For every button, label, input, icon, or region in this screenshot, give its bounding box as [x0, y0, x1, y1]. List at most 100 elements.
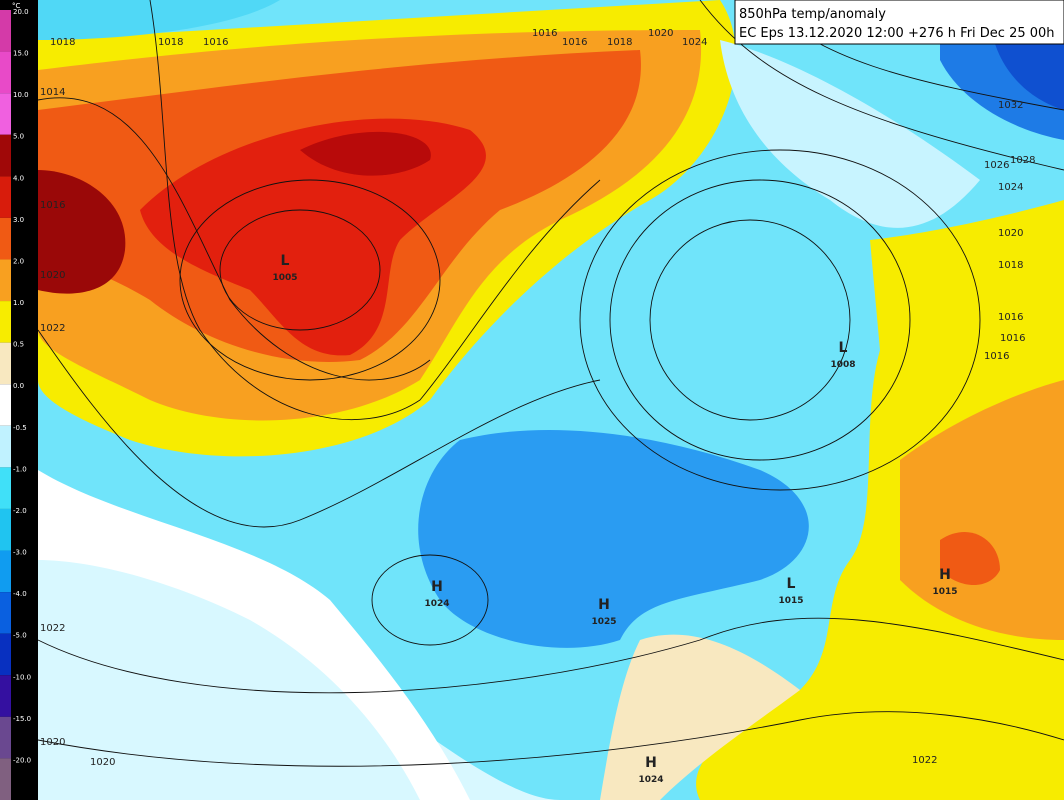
pressure-symbol: H	[431, 579, 443, 595]
isobar	[149, 0, 601, 420]
cold-cyan	[38, 0, 280, 40]
legend-swatch	[0, 259, 11, 302]
isobar	[37, 329, 601, 528]
isobar-label: 1020	[648, 28, 673, 39]
pressure-value: 1005	[272, 273, 297, 283]
warm-dark-red	[300, 131, 431, 176]
pressure-symbol: L	[281, 253, 290, 269]
isobar	[579, 149, 981, 491]
isobar	[609, 179, 911, 461]
legend-swatch	[0, 508, 11, 551]
pressure-symbol: H	[939, 567, 951, 583]
isobar-label: 1020	[90, 757, 115, 768]
isobar-label: 1020	[40, 737, 65, 748]
legend-label: 3.0	[13, 216, 24, 224]
isobar-label: 1018	[607, 37, 632, 48]
legend-label: 2.0	[13, 257, 24, 265]
isobar	[179, 179, 441, 381]
legend-label: -3.0	[13, 549, 27, 557]
isobar-label: 1018	[998, 260, 1023, 271]
warm-dark-red	[38, 170, 126, 294]
legend-swatch	[0, 217, 11, 260]
warm-orange-east	[900, 380, 1064, 640]
legend-swatch	[0, 550, 11, 593]
legend-label: 20.0	[13, 8, 29, 16]
legend-label: -1.0	[13, 465, 27, 473]
legend-label: 15.0	[13, 50, 29, 58]
legend: °C20.0 15.0 10.0 5.0 4.0 3.0 2.0 1.0 0.5 0.0 -0.5 -…	[0, 0, 38, 800]
isobar-label: 1024	[682, 37, 707, 48]
isobar-label: 1018	[158, 37, 183, 48]
isobar-label: 1016	[1000, 333, 1025, 344]
legend-swatch	[0, 592, 11, 634]
legend-swatch	[0, 467, 11, 509]
warm-orange-red-east	[940, 531, 1000, 585]
isobar-label: 1016	[984, 351, 1009, 362]
pressure-symbol: L	[839, 340, 848, 356]
isobar-label: 1022	[40, 323, 65, 334]
isobar-label: 1028	[1010, 155, 1035, 166]
isobar-label: 1020	[998, 228, 1023, 239]
legend-label: 5.0	[13, 133, 24, 141]
legend-swatch	[0, 633, 11, 676]
legend-swatch	[0, 342, 11, 385]
legend-swatch	[0, 134, 11, 177]
isobar-label: 1018	[50, 37, 75, 48]
legend-swatch	[0, 758, 11, 800]
isobar-label: 1016	[532, 28, 557, 39]
legend-label: -20.0	[13, 756, 31, 764]
legend-swatch	[0, 10, 11, 52]
header-line: EC Eps 13.12.2020 12:00 +276 h Fri Dec 2…	[739, 26, 1055, 41]
pressure-symbol: L	[787, 576, 796, 592]
isobar	[37, 617, 1064, 694]
legend-swatch	[0, 51, 11, 94]
header-box	[734, 0, 1064, 45]
legend-unit: °C	[12, 2, 21, 10]
legend-label: -10.0	[13, 673, 31, 681]
legend-label: 4.0	[13, 174, 24, 182]
isobar-label: 1016	[998, 312, 1023, 323]
legend-swatch	[0, 301, 11, 343]
isobar-label: 1022	[40, 623, 65, 634]
isobar-label: 1024	[998, 182, 1023, 193]
legend-swatch	[0, 93, 11, 135]
legend-swatch	[0, 176, 11, 218]
isobar	[649, 219, 851, 421]
legend-label: -5.0	[13, 632, 27, 640]
legend-swatch	[0, 675, 11, 717]
legend-label: 10.0	[13, 91, 29, 99]
isobar-label: 1032	[998, 100, 1023, 111]
legend-label: 0.0	[13, 382, 24, 390]
warm-yellow-east	[696, 200, 1064, 800]
isobar-label: 1020	[40, 270, 65, 281]
legend-label: -4.0	[13, 590, 27, 598]
warm-red	[140, 118, 486, 356]
pressure-value: 1025	[591, 617, 616, 627]
legend-label: -15.0	[13, 715, 31, 723]
white-band	[38, 470, 470, 800]
legend-swatch	[0, 425, 11, 468]
legend-label: -0.5	[13, 424, 27, 432]
header-line: 850hPa temp/anomaly	[739, 7, 886, 22]
isobar-label: 1016	[40, 200, 65, 211]
isobar	[371, 554, 489, 646]
legend-label: 1.0	[13, 299, 24, 307]
pressure-value: 1024	[424, 599, 449, 609]
cold-light	[720, 40, 980, 228]
pressure-symbol: H	[645, 755, 657, 771]
cold-blue	[418, 430, 809, 648]
legend-swatch	[0, 384, 11, 426]
pressure-value: 1008	[830, 360, 855, 370]
pressure-value: 1024	[638, 775, 663, 785]
isobar	[219, 209, 381, 331]
legend-label: -2.0	[13, 507, 27, 515]
isobar-label: 1026	[984, 160, 1009, 171]
pressure-symbol: H	[598, 597, 610, 613]
isobar-label: 1016	[562, 37, 587, 48]
legend-label: 0.5	[13, 341, 24, 349]
isobar	[699, 0, 1064, 171]
pressure-value: 1015	[932, 587, 957, 597]
isobar-label: 1022	[912, 755, 937, 766]
isobar-label: 1016	[203, 37, 228, 48]
isobar	[37, 711, 1064, 767]
